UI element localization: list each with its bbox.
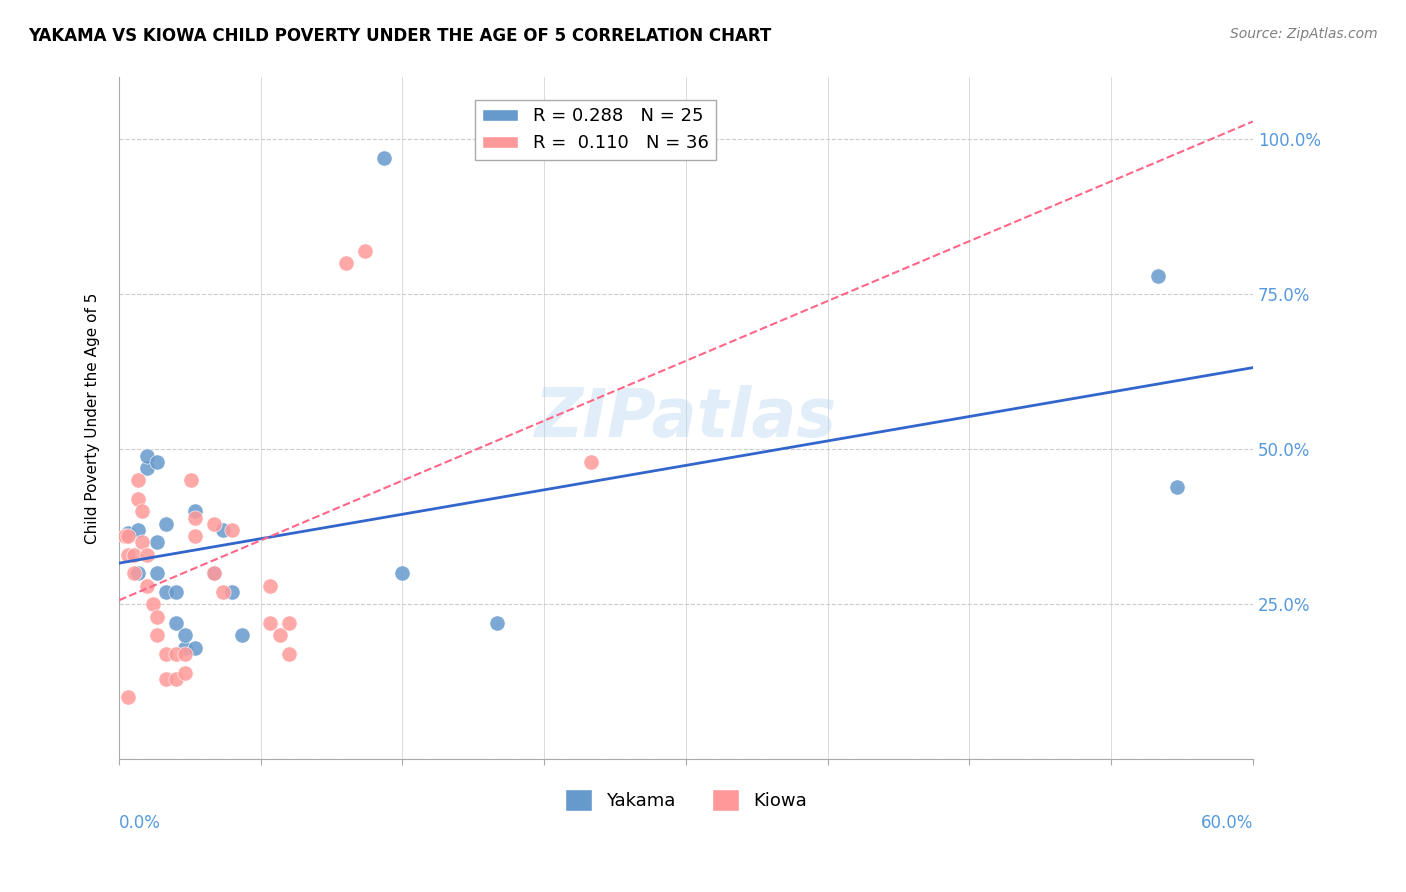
Point bbox=[1147, 268, 1170, 283]
Point bbox=[127, 566, 149, 581]
Point bbox=[155, 647, 177, 661]
Point bbox=[117, 548, 139, 562]
Point bbox=[155, 516, 177, 531]
Point bbox=[136, 449, 159, 463]
Point bbox=[127, 523, 149, 537]
Point bbox=[122, 566, 145, 581]
Point bbox=[165, 585, 187, 599]
Point bbox=[373, 151, 395, 165]
Point bbox=[212, 523, 235, 537]
Point bbox=[136, 461, 159, 475]
Point bbox=[212, 585, 235, 599]
Point bbox=[155, 672, 177, 686]
Point bbox=[122, 548, 145, 562]
Point bbox=[136, 548, 159, 562]
Text: ZIPatlas: ZIPatlas bbox=[534, 385, 837, 451]
Point bbox=[259, 579, 281, 593]
Point bbox=[117, 529, 139, 543]
Point bbox=[165, 615, 187, 630]
Point bbox=[485, 615, 508, 630]
Point bbox=[335, 256, 357, 270]
Point bbox=[183, 504, 205, 518]
Point bbox=[391, 566, 413, 581]
Point bbox=[202, 566, 225, 581]
Text: Source: ZipAtlas.com: Source: ZipAtlas.com bbox=[1230, 27, 1378, 41]
Point bbox=[183, 510, 205, 524]
Point bbox=[136, 579, 159, 593]
Point bbox=[174, 665, 197, 680]
Point bbox=[269, 628, 291, 642]
Point bbox=[259, 615, 281, 630]
Point bbox=[202, 516, 225, 531]
Point bbox=[131, 504, 153, 518]
Point bbox=[114, 529, 136, 543]
Point bbox=[146, 610, 169, 624]
Point bbox=[127, 474, 149, 488]
Point bbox=[146, 628, 169, 642]
Point bbox=[183, 529, 205, 543]
Point bbox=[117, 690, 139, 705]
Y-axis label: Child Poverty Under the Age of 5: Child Poverty Under the Age of 5 bbox=[86, 293, 100, 544]
Point bbox=[221, 585, 243, 599]
Point bbox=[146, 455, 169, 469]
Point bbox=[202, 566, 225, 581]
Point bbox=[131, 535, 153, 549]
Point bbox=[146, 566, 169, 581]
Point bbox=[146, 535, 169, 549]
Point bbox=[581, 455, 603, 469]
Point bbox=[353, 244, 375, 258]
Point bbox=[174, 640, 197, 655]
Point bbox=[180, 474, 202, 488]
Point bbox=[278, 615, 301, 630]
Point bbox=[278, 647, 301, 661]
Point bbox=[142, 598, 165, 612]
Point bbox=[221, 523, 243, 537]
Point bbox=[1166, 480, 1188, 494]
Text: YAKAMA VS KIOWA CHILD POVERTY UNDER THE AGE OF 5 CORRELATION CHART: YAKAMA VS KIOWA CHILD POVERTY UNDER THE … bbox=[28, 27, 772, 45]
Point bbox=[174, 628, 197, 642]
Point bbox=[165, 647, 187, 661]
Point bbox=[231, 628, 253, 642]
Point bbox=[174, 647, 197, 661]
Text: 60.0%: 60.0% bbox=[1201, 814, 1253, 832]
Point bbox=[155, 585, 177, 599]
Point bbox=[117, 526, 139, 541]
Legend: Yakama, Kiowa: Yakama, Kiowa bbox=[558, 782, 814, 819]
Point bbox=[165, 672, 187, 686]
Point bbox=[127, 491, 149, 506]
Point bbox=[183, 640, 205, 655]
Text: 0.0%: 0.0% bbox=[120, 814, 160, 832]
